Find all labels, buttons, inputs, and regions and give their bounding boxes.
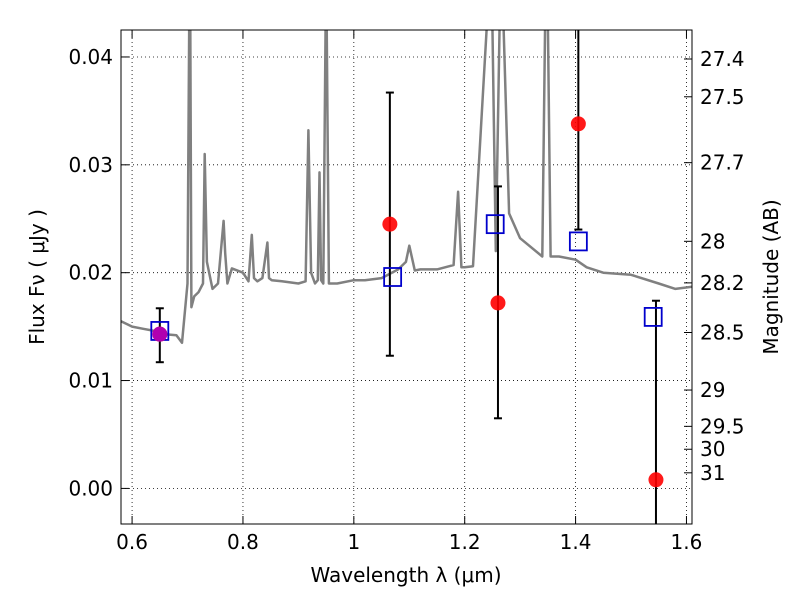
- mag-tick-label: 27.5: [700, 85, 745, 109]
- overlap-point-marker: [152, 326, 168, 342]
- template-spectrum: [121, 30, 692, 345]
- observed-point-marker: [490, 295, 506, 311]
- observed-point-marker: [648, 472, 664, 488]
- mag-tick-label: 28.2: [700, 271, 745, 295]
- x-axis-label: Wavelength λ (μm): [310, 563, 501, 587]
- x-tick-label: 0.8: [227, 530, 259, 554]
- mag-tick-label: 28.5: [700, 321, 745, 345]
- x-tick-label: 1: [347, 530, 360, 554]
- mag-tick-label: 27.7: [700, 151, 745, 175]
- axis-ticks: 0.6 0.8 1 1.2 1.4 1.6 0.00 0.01 0.02 0.03 0.04 27.4…: [68, 30, 745, 554]
- y-tick-label: 0.04: [68, 45, 113, 69]
- y-axis-label: Flux Fν ( μJy ): [25, 209, 49, 345]
- y-tick-label: 0.03: [68, 153, 113, 177]
- x-tick-label: 1.2: [449, 530, 481, 554]
- x-tick-label: 1.6: [671, 530, 703, 554]
- y-tick-label: 0.02: [68, 261, 113, 285]
- mag-tick-label: 30: [700, 437, 725, 461]
- y-tick-label: 0.00: [68, 476, 113, 500]
- model-square-marker: [568, 231, 588, 252]
- y2-axis-label: Magnitude (AB): [759, 199, 783, 354]
- x-tick-label: 1.4: [560, 530, 592, 554]
- observed-point-marker: [570, 116, 586, 132]
- plot-frame: [120, 29, 693, 525]
- model-square-marker: [643, 307, 663, 327]
- mag-tick-label: 27.4: [700, 47, 745, 71]
- mag-tick-label: 31: [700, 461, 725, 485]
- mag-tick-label: 29.5: [700, 414, 745, 438]
- mag-tick-label: 29: [700, 378, 725, 402]
- model-square-marker: [485, 214, 505, 235]
- mag-tick-label: 28: [700, 229, 725, 253]
- observed-point-marker: [382, 216, 398, 232]
- model-square-marker: [383, 267, 403, 287]
- spectrum-line: [121, 30, 692, 345]
- y-tick-label: 0.01: [68, 369, 113, 393]
- data-markers: [150, 116, 664, 488]
- x-tick-label: 0.6: [116, 530, 148, 554]
